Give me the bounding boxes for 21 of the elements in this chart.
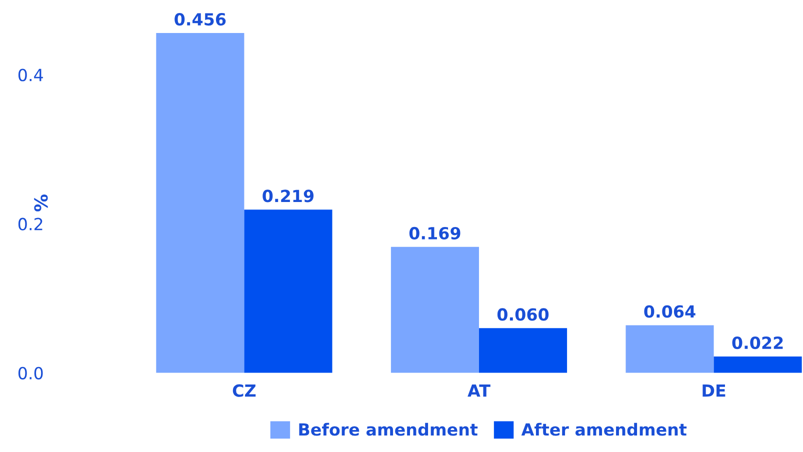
data-label: 0.456 <box>174 12 226 26</box>
x-tick-label: AT <box>468 384 490 397</box>
bar <box>156 32 244 373</box>
x-tick-label: CZ <box>232 384 256 397</box>
data-label: 0.022 <box>732 336 783 350</box>
data-label: 0.219 <box>262 190 314 202</box>
legend-label: After amendment <box>521 422 687 436</box>
y-tick-label: 0.4 <box>18 68 43 82</box>
bar <box>714 356 802 373</box>
data-label: 0.060 <box>497 308 549 321</box>
bar <box>244 210 332 373</box>
bar <box>478 328 568 373</box>
bar <box>390 246 479 373</box>
data-label: 0.064 <box>644 305 696 318</box>
x-tick-label: DE <box>702 384 726 397</box>
y-tick-label: 0.0 <box>18 366 43 380</box>
y-tick-label: 0.2 <box>18 218 42 230</box>
data-label: 0.169 <box>409 226 460 240</box>
bar <box>626 325 714 373</box>
y-axis-title: % <box>34 194 48 212</box>
legend-label: Before amendment <box>299 422 478 436</box>
